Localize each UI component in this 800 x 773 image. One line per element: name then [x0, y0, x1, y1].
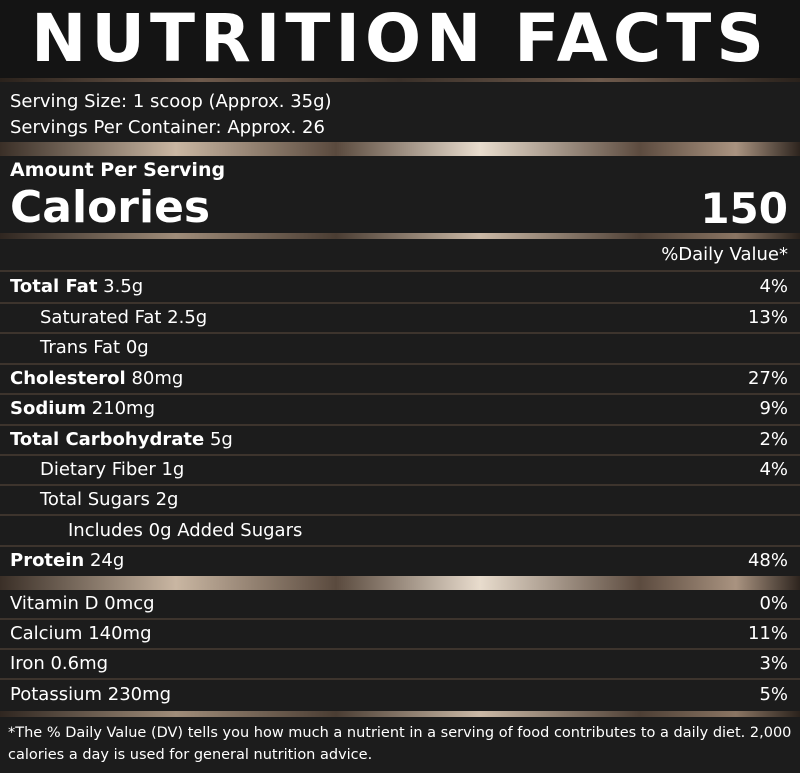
vitamin-name: Potassium [10, 684, 103, 705]
thick-divider [0, 142, 800, 156]
nutrient-row-dietary-fiber: Dietary Fiber 1g [40, 459, 184, 481]
calories-value: 150 [700, 184, 788, 233]
nutrient-row-added-sugars: Includes 0g Added Sugars [68, 520, 303, 541]
nutrient-amount: 0g [125, 337, 149, 358]
row-divider [0, 484, 800, 486]
vitamin-row-iron: Iron 0.6mg [10, 653, 108, 675]
nutrient-name: Dietary Fiber [40, 459, 156, 480]
vitamin-dv: 5% [759, 684, 788, 705]
nutrient-row-total-carbohydrate: Total Carbohydrate 5g [10, 429, 233, 451]
nutrient-amount: 2g [155, 489, 179, 510]
nutrient-name: Total Fat [10, 276, 98, 297]
nutrient-row-sodium: Sodium 210mg [10, 398, 155, 420]
nutrient-name: Protein [10, 550, 85, 571]
nutrient-row-saturated-fat: Saturated Fat 2.5g [40, 307, 207, 329]
nutrient-amount: 3.5g [103, 276, 144, 297]
thick-divider [0, 576, 800, 590]
nutrient-amount: 210mg [91, 398, 156, 419]
serving-size: Serving Size: 1 scoop (Approx. 35g) [10, 91, 332, 112]
nutrient-row-total-fat: Total Fat 3.5g [10, 276, 143, 298]
vitamin-row-vitamin-d: Vitamin D 0mcg [10, 593, 155, 615]
vitamin-dv: 11% [747, 623, 788, 644]
footnote: *The % Daily Value (DV) tells you how mu… [8, 725, 792, 763]
row-divider [0, 424, 800, 426]
nutrient-dv: 4% [759, 459, 788, 480]
nutrient-name: Cholesterol [10, 368, 126, 389]
nutrient-name: Total Sugars [40, 489, 150, 510]
row-divider [0, 332, 800, 334]
nutrient-amount: 2.5g [167, 307, 208, 328]
vitamin-row-calcium: Calcium 140mg [10, 623, 152, 645]
nutrient-amount: 1g [161, 459, 185, 480]
page-title: NUTRITION FACTS [0, 0, 800, 78]
vitamin-amount: 0mcg [104, 593, 155, 614]
row-divider [0, 648, 800, 650]
nutrient-dv: 9% [759, 398, 788, 419]
nutrient-amount: 24g [89, 550, 125, 571]
row-divider [0, 363, 800, 365]
nutrient-row-protein: Protein 24g [10, 550, 124, 572]
row-divider [0, 270, 800, 272]
nutrient-dv: 48% [747, 550, 788, 571]
nutrient-row-total-sugars: Total Sugars 2g [40, 489, 178, 511]
row-divider [0, 454, 800, 456]
vitamin-name: Vitamin D [10, 593, 99, 614]
nutrient-amount: 80mg [131, 368, 184, 389]
daily-value-header: %Daily Value* [661, 244, 788, 265]
nutrient-row-trans-fat: Trans Fat 0g [40, 337, 149, 359]
nutrient-name: Saturated Fat [40, 307, 162, 328]
row-divider [0, 678, 800, 680]
nutrient-name: Total Carbohydrate [10, 429, 205, 450]
nutrient-row-cholesterol: Cholesterol 80mg [10, 368, 183, 390]
row-divider [0, 302, 800, 304]
vitamin-dv: 0% [759, 593, 788, 614]
divider [0, 78, 800, 82]
nutrient-dv: 2% [759, 429, 788, 450]
vitamin-amount: 140mg [88, 623, 152, 644]
nutrient-name: Sodium [10, 398, 86, 419]
vitamin-amount: 0.6mg [50, 653, 109, 674]
row-divider [0, 545, 800, 547]
nutrient-dv: 4% [759, 276, 788, 297]
calories-label: Calories [10, 182, 211, 233]
vitamin-amount: 230mg [107, 684, 172, 705]
row-divider [0, 514, 800, 516]
servings-per-container: Servings Per Container: Approx. 26 [10, 117, 325, 138]
vitamin-name: Calcium [10, 623, 83, 644]
amount-per-serving: Amount Per Serving [10, 159, 226, 181]
nutrient-dv: 27% [747, 368, 788, 389]
row-divider [0, 618, 800, 620]
nutrient-amount: 5g [209, 429, 233, 450]
medium-divider [0, 711, 800, 717]
nutrient-dv: 13% [747, 307, 788, 328]
medium-divider [0, 233, 800, 239]
vitamin-dv: 3% [759, 653, 788, 674]
nutrient-name: Trans Fat [40, 337, 121, 358]
vitamin-row-potassium: Potassium 230mg [10, 684, 171, 706]
vitamin-name: Iron [10, 653, 45, 674]
row-divider [0, 393, 800, 395]
